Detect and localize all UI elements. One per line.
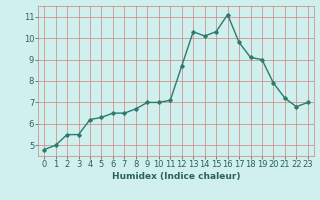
X-axis label: Humidex (Indice chaleur): Humidex (Indice chaleur) <box>112 172 240 181</box>
